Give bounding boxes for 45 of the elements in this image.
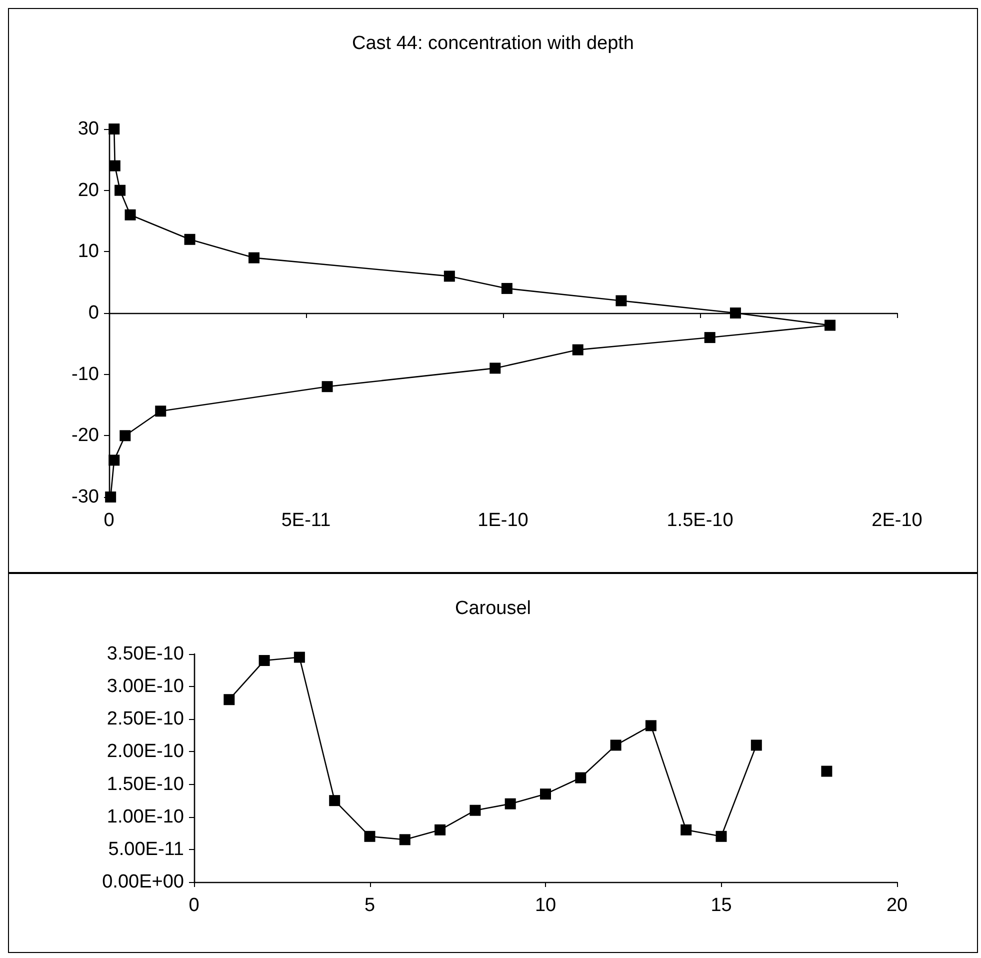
point — [105, 492, 116, 502]
chart-title: Cast 44: concentration with depth — [352, 33, 634, 54]
x-tick-label: 5 — [364, 895, 376, 916]
point — [616, 295, 627, 306]
point — [322, 381, 333, 392]
x-tick-label: 10 — [534, 895, 556, 916]
y-tick-label: 20 — [78, 180, 99, 201]
point — [108, 124, 120, 134]
point — [114, 184, 126, 196]
y-tick-label: 1.00E-10 — [106, 806, 184, 828]
chart-title: Carousel — [454, 598, 532, 619]
point — [704, 332, 716, 344]
y-tick-label: 10 — [78, 241, 99, 262]
y-tick-label: 1.50E-10 — [106, 774, 184, 795]
point — [490, 362, 501, 374]
x-tick-label: 2E-10 — [872, 510, 922, 531]
y-tick-label: -10 — [72, 364, 99, 385]
point — [444, 270, 455, 282]
x-tick-label: 5E-11 — [281, 510, 331, 531]
point — [248, 252, 260, 264]
y-tick-label: 3.00E-10 — [106, 676, 184, 698]
y-tick-label: 2.50E-10 — [106, 708, 184, 730]
point — [124, 209, 136, 220]
point — [730, 308, 741, 318]
point — [108, 454, 120, 466]
x-tick-label: 15 — [710, 895, 732, 916]
point — [155, 406, 166, 417]
point — [184, 234, 196, 245]
point — [572, 344, 584, 356]
y-tick-label: 0 — [88, 302, 99, 324]
point — [501, 282, 512, 294]
y-tick-label: 30 — [78, 118, 99, 140]
y-tick-label: 2.00E-10 — [106, 741, 184, 762]
y-tick-label: 3.50E-10 — [106, 644, 184, 664]
y-tick-label: 5.00E-11 — [108, 838, 184, 860]
x-tick-label: 1E-10 — [478, 510, 528, 531]
point — [824, 320, 836, 331]
y-tick-label: -20 — [72, 425, 99, 446]
x-tick-label: 20 — [886, 895, 908, 916]
y-tick-label: -30 — [72, 486, 99, 508]
point — [120, 430, 131, 442]
x-tick-label: 1.5E-10 — [666, 510, 734, 531]
x-tick-label: 0 — [188, 895, 200, 916]
point — [109, 160, 120, 172]
y-tick-label: 0.00E+00 — [102, 872, 184, 892]
